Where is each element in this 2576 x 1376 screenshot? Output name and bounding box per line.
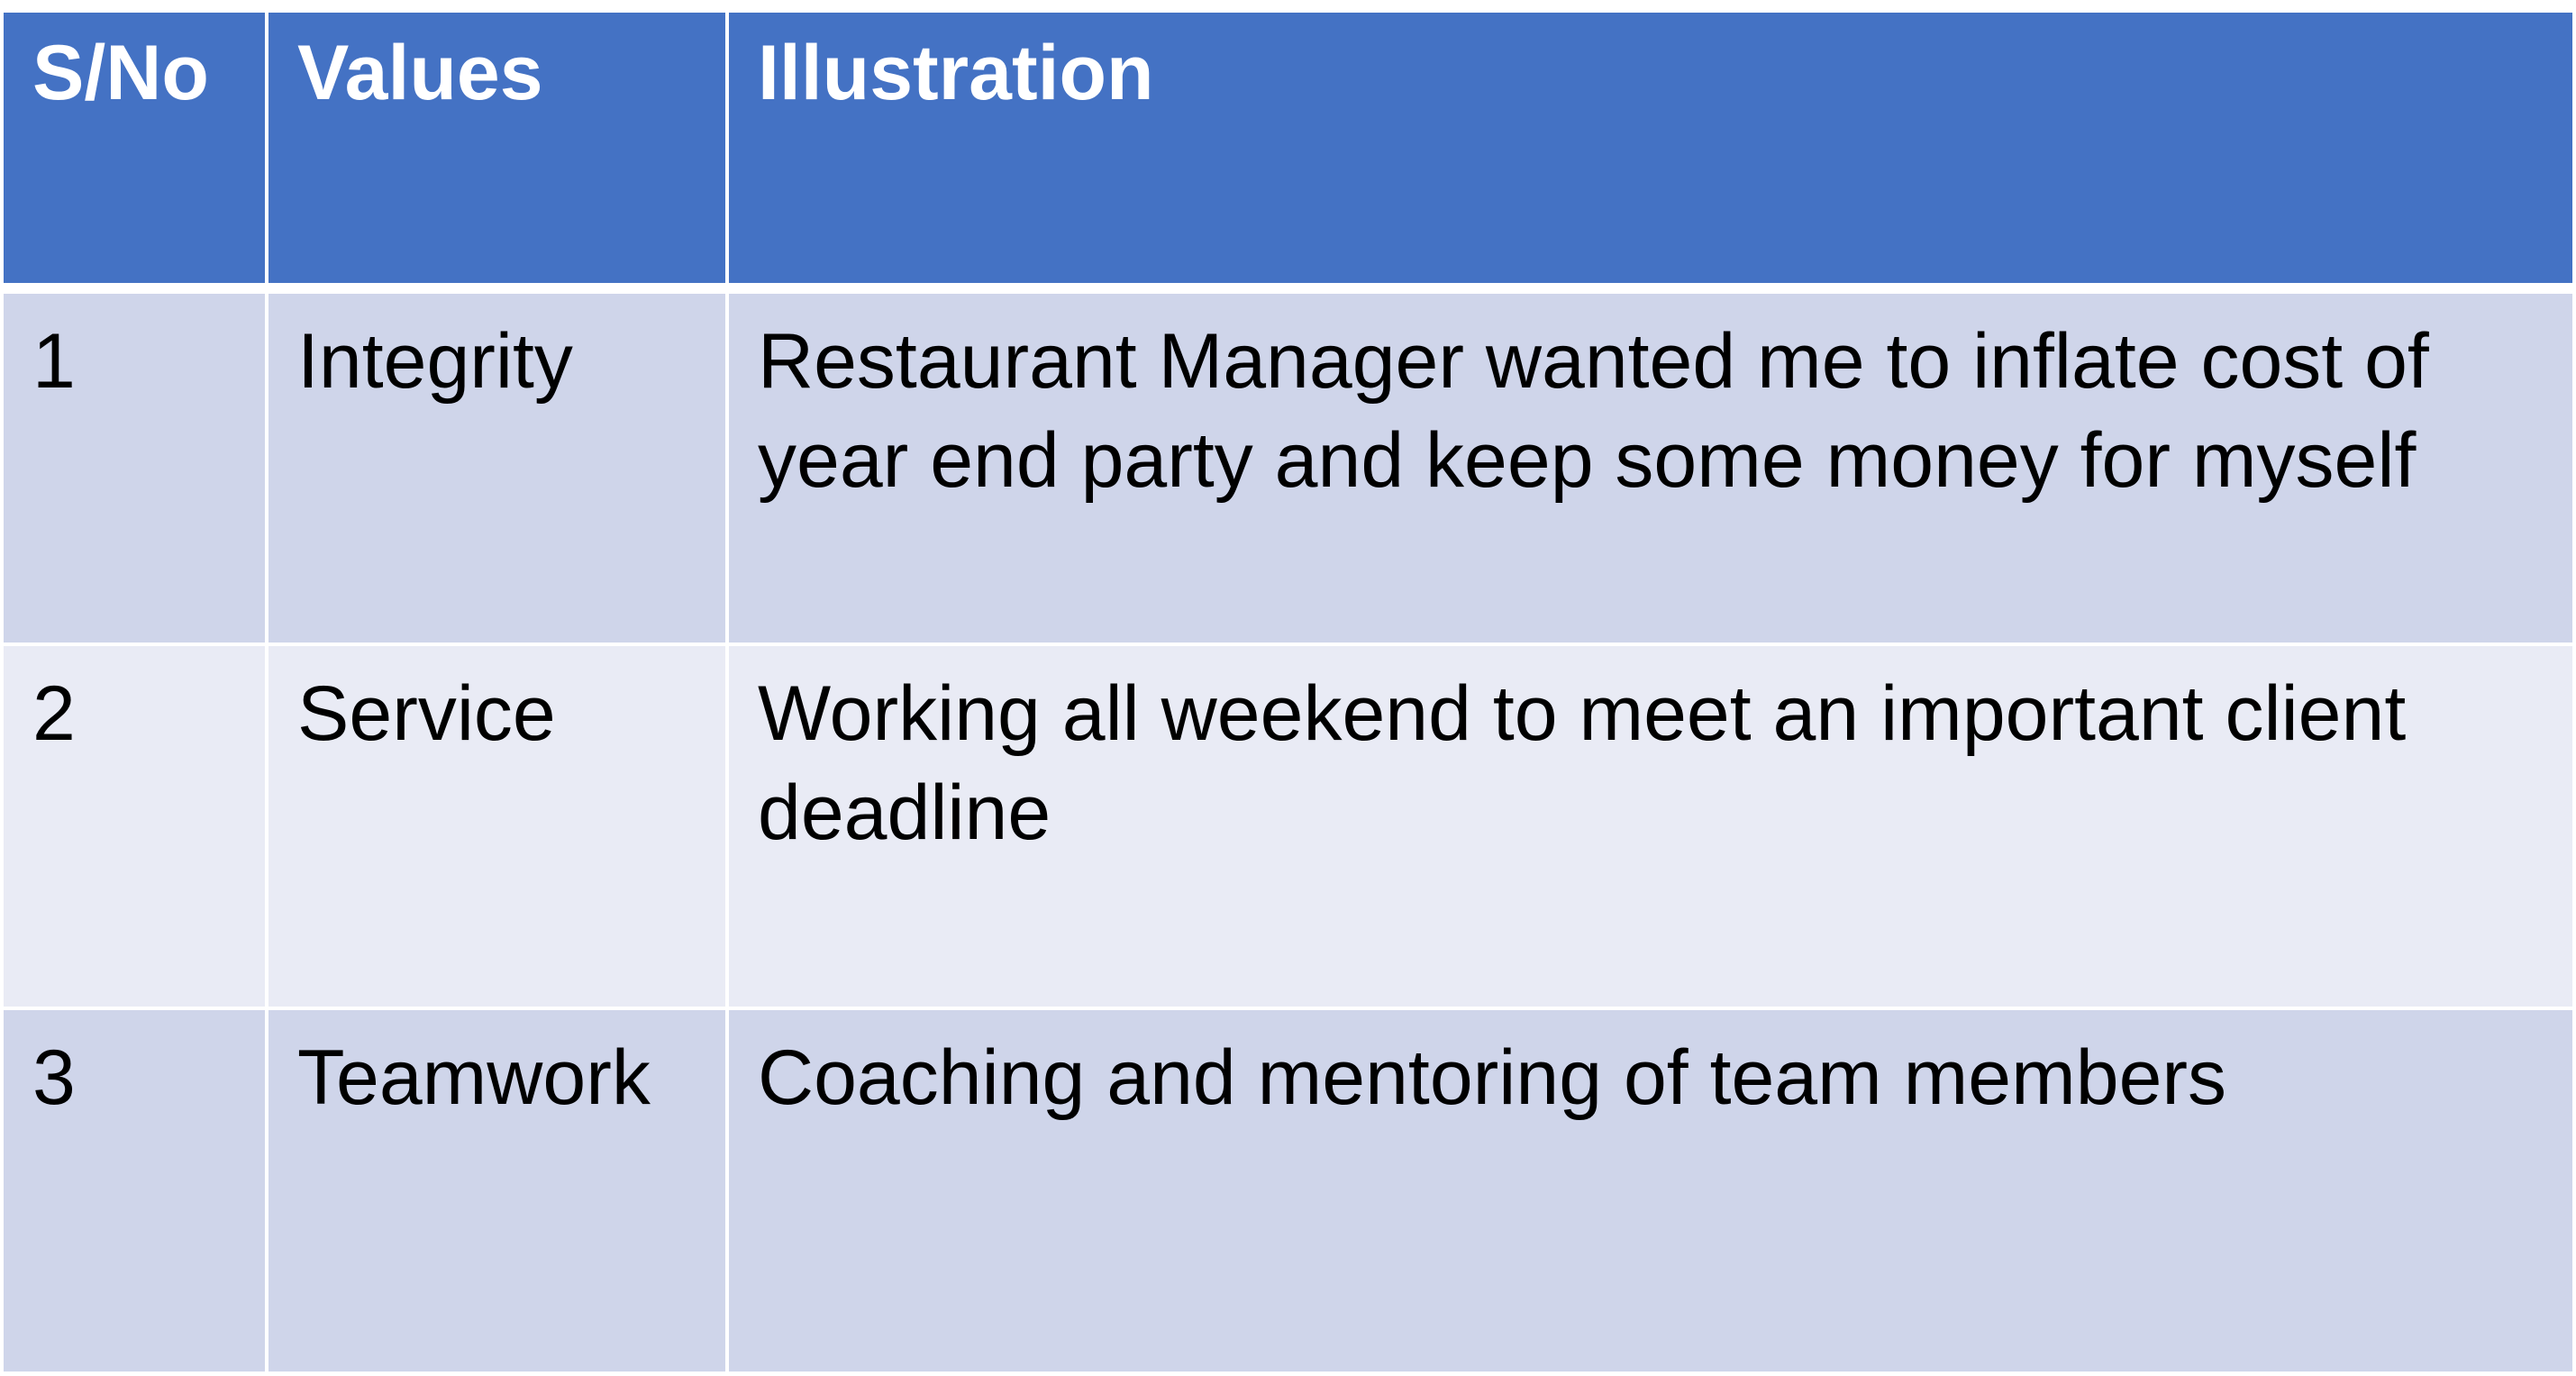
- cell-illustration: Working all weekend to meet an important…: [725, 642, 2572, 1010]
- cell-value: Integrity: [265, 286, 729, 647]
- header-row: S/No Values Illustration: [4, 13, 2572, 294]
- table-row: 3 Teamwork Coaching and mentoring of tea…: [4, 1006, 2572, 1376]
- cell-value: Teamwork: [265, 1006, 729, 1376]
- header-values: Values: [265, 13, 729, 294]
- header-illustration: Illustration: [725, 13, 2572, 294]
- table-body: 1 Integrity Restaurant Manager wanted me…: [4, 286, 2572, 1376]
- header-sno: S/No: [4, 13, 269, 294]
- values-table: S/No Values Illustration 1 Integrity Res…: [4, 13, 2572, 1376]
- cell-sno: 2: [4, 642, 269, 1010]
- table-header: S/No Values Illustration: [4, 13, 2572, 294]
- table-row: 2 Service Working all weekend to meet an…: [4, 642, 2572, 1010]
- cell-sno: 1: [4, 286, 269, 647]
- cell-sno: 3: [4, 1006, 269, 1376]
- cell-illustration: Coaching and mentoring of team members: [725, 1006, 2572, 1376]
- table-row: 1 Integrity Restaurant Manager wanted me…: [4, 286, 2572, 647]
- cell-value: Service: [265, 642, 729, 1010]
- cell-illustration: Restaurant Manager wanted me to inflate …: [725, 286, 2572, 647]
